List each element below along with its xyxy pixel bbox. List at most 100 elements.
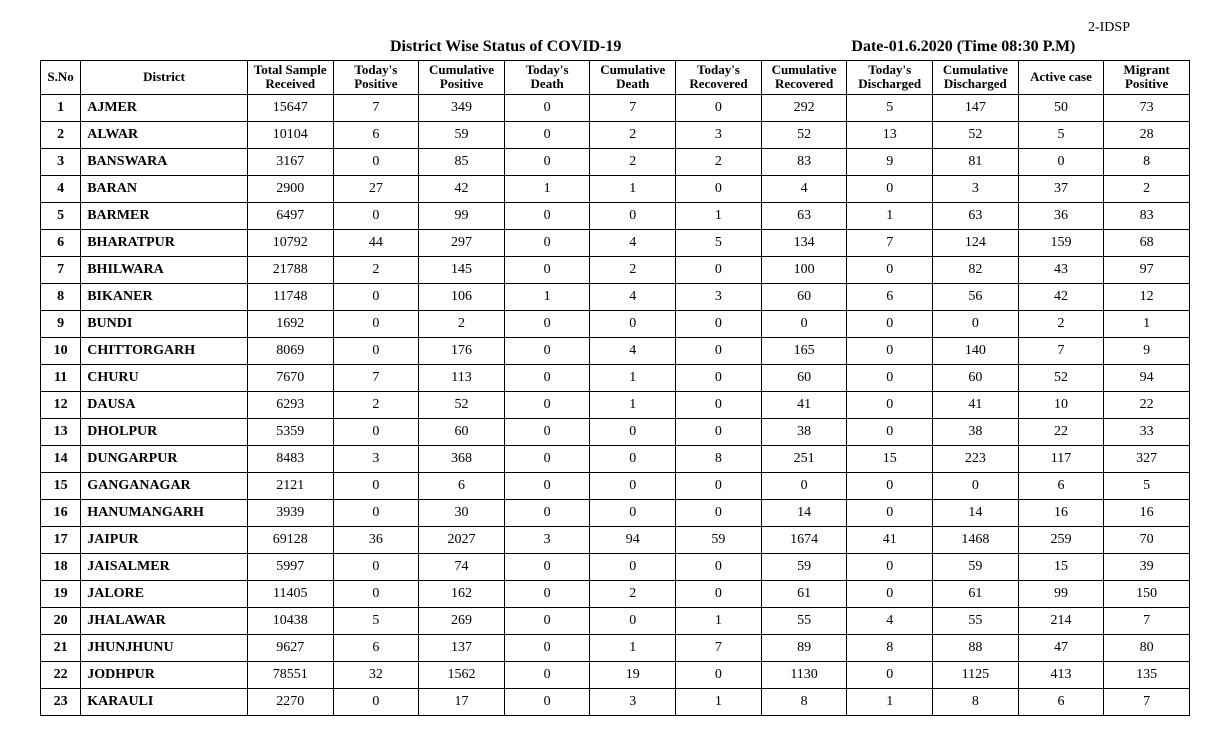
cell-value: 0 — [676, 337, 762, 364]
cell-value: 2 — [1104, 175, 1190, 202]
cell-district: DUNGARPUR — [81, 445, 248, 472]
cell-value: 59 — [419, 121, 505, 148]
cell-value: 47 — [1018, 634, 1104, 661]
table-row: 20JHALAWAR104385269001554552147 — [41, 607, 1190, 634]
cell-value: 10792 — [247, 229, 333, 256]
cell-value: 15647 — [247, 94, 333, 121]
cell-value: 0 — [847, 661, 933, 688]
cell-district: JALORE — [81, 580, 248, 607]
cell-value: 13 — [847, 121, 933, 148]
table-row: 4BARAN29002742110403372 — [41, 175, 1190, 202]
table-row: 14DUNGARPUR8483336800825115223117327 — [41, 445, 1190, 472]
cell-value: 38 — [933, 418, 1019, 445]
cell-value: 259 — [1018, 526, 1104, 553]
cell-value: 6 — [1018, 688, 1104, 715]
cell-value: 0 — [847, 310, 933, 337]
cell-district: BHARATPUR — [81, 229, 248, 256]
cell-value: 297 — [419, 229, 505, 256]
cell-value: 2 — [590, 580, 676, 607]
cell-value: 0 — [590, 553, 676, 580]
cell-value: 27 — [333, 175, 419, 202]
cell-value: 8 — [933, 688, 1019, 715]
cell-value: 2 — [676, 148, 762, 175]
cell-value: 0 — [504, 634, 590, 661]
column-header: Today'sPositive — [333, 61, 419, 95]
cell-value: 0 — [847, 391, 933, 418]
cell-value: 2 — [590, 256, 676, 283]
cell-value: 2 — [419, 310, 505, 337]
cell-value: 0 — [504, 553, 590, 580]
cell-value: 30 — [419, 499, 505, 526]
table-head: S.NoDistrictTotal SampleReceivedToday'sP… — [41, 61, 1190, 95]
cell-value: 5 — [1018, 121, 1104, 148]
table-row: 23KARAULI227001703181867 — [41, 688, 1190, 715]
cell-value: 60 — [761, 364, 847, 391]
cell-value: 70 — [1104, 526, 1190, 553]
cell-sno: 19 — [41, 580, 81, 607]
cell-value: 55 — [761, 607, 847, 634]
cell-value: 0 — [761, 310, 847, 337]
cell-value: 43 — [1018, 256, 1104, 283]
cell-value: 60 — [761, 283, 847, 310]
cell-value: 17 — [419, 688, 505, 715]
cell-value: 1 — [1104, 310, 1190, 337]
cell-value: 12 — [1104, 283, 1190, 310]
cell-value: 134 — [761, 229, 847, 256]
cell-value: 0 — [504, 472, 590, 499]
cell-value: 0 — [933, 310, 1019, 337]
cell-value: 0 — [847, 364, 933, 391]
cell-value: 0 — [761, 472, 847, 499]
cell-value: 0 — [676, 391, 762, 418]
cell-value: 21788 — [247, 256, 333, 283]
cell-value: 33 — [1104, 418, 1190, 445]
cell-value: 0 — [333, 202, 419, 229]
cell-value: 0 — [333, 148, 419, 175]
cell-value: 0 — [676, 661, 762, 688]
table-row: 18JAISALMER5997074000590591539 — [41, 553, 1190, 580]
cell-value: 0 — [504, 445, 590, 472]
cell-value: 2121 — [247, 472, 333, 499]
cell-value: 0 — [333, 553, 419, 580]
cell-value: 41 — [761, 391, 847, 418]
cell-value: 0 — [590, 202, 676, 229]
cell-value: 1692 — [247, 310, 333, 337]
cell-value: 99 — [419, 202, 505, 229]
cell-district: JAISALMER — [81, 553, 248, 580]
cell-value: 41 — [933, 391, 1019, 418]
cell-value: 7 — [1018, 337, 1104, 364]
cell-sno: 2 — [41, 121, 81, 148]
cell-value: 19 — [590, 661, 676, 688]
cell-value: 1 — [676, 607, 762, 634]
cell-value: 22 — [1104, 391, 1190, 418]
cell-sno: 16 — [41, 499, 81, 526]
cell-value: 165 — [761, 337, 847, 364]
table-row: 12DAUSA6293252010410411022 — [41, 391, 1190, 418]
cell-value: 6 — [419, 472, 505, 499]
cell-value: 0 — [590, 607, 676, 634]
cell-value: 7 — [333, 94, 419, 121]
cell-value: 0 — [676, 364, 762, 391]
cell-value: 56 — [933, 283, 1019, 310]
cell-value: 11405 — [247, 580, 333, 607]
cell-value: 0 — [504, 229, 590, 256]
cell-value: 117 — [1018, 445, 1104, 472]
cell-value: 0 — [847, 418, 933, 445]
cell-value: 0 — [333, 418, 419, 445]
cell-value: 22 — [1018, 418, 1104, 445]
cell-district: ALWAR — [81, 121, 248, 148]
cell-value: 5 — [333, 607, 419, 634]
cell-value: 6293 — [247, 391, 333, 418]
cell-value: 83 — [1104, 202, 1190, 229]
cell-value: 1 — [504, 175, 590, 202]
cell-value: 80 — [1104, 634, 1190, 661]
cell-value: 10 — [1018, 391, 1104, 418]
cell-value: 2270 — [247, 688, 333, 715]
cell-value: 0 — [590, 418, 676, 445]
cell-value: 88 — [933, 634, 1019, 661]
cell-value: 1130 — [761, 661, 847, 688]
cell-sno: 17 — [41, 526, 81, 553]
column-header: Total SampleReceived — [247, 61, 333, 95]
cell-value: 8 — [1104, 148, 1190, 175]
cell-value: 3 — [676, 283, 762, 310]
cell-value: 0 — [676, 553, 762, 580]
